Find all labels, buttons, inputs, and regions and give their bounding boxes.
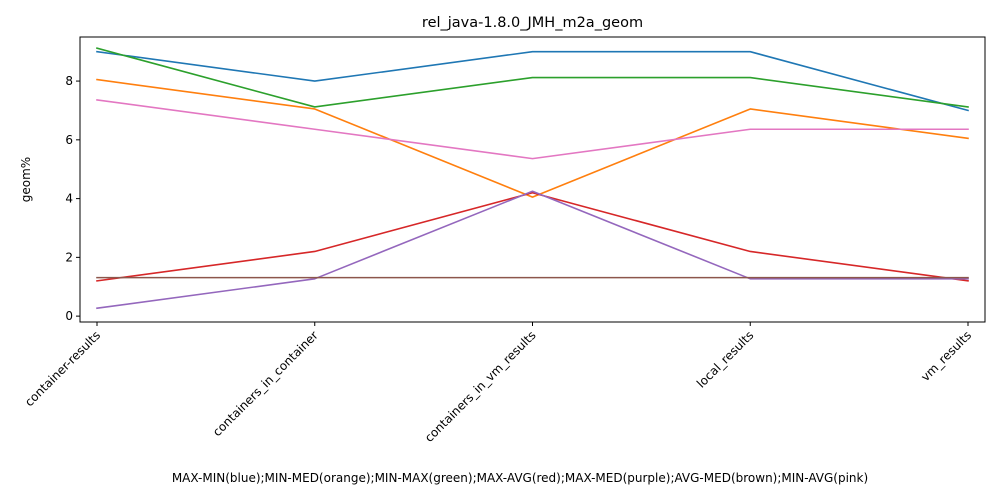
series-line-6: [96, 98, 969, 160]
y-axis: 0 2 4 6 8: [65, 74, 80, 323]
y-axis-label: geom%: [19, 157, 33, 202]
y-tick-label: 8: [65, 74, 73, 88]
x-tick-label: local_results: [694, 328, 756, 390]
x-tick-label: containers_in_vm_results: [422, 328, 539, 445]
y-tick-label: 4: [65, 192, 73, 206]
series-line-3: [96, 191, 969, 282]
series-line-2: [96, 47, 969, 108]
x-axis-label: MAX-MIN(blue);MIN-MED(orange);MIN-MAX(gr…: [172, 471, 868, 485]
series-line-4: [96, 190, 969, 310]
y-tick-label: 2: [65, 250, 73, 264]
y-tick-label: 6: [65, 133, 73, 147]
y-tick-label: 0: [65, 309, 73, 323]
series-line-0: [96, 50, 969, 112]
x-tick-label: containers_in_container: [210, 328, 321, 439]
series-line-1: [96, 78, 969, 198]
series-layer: [96, 47, 969, 310]
x-tick-label: container-results: [22, 328, 103, 409]
chart-title: rel_java-1.8.0_JMH_m2a_geom: [422, 15, 643, 31]
x-axis: container-results containers_in_container…: [22, 322, 974, 445]
x-tick-label: vm_results: [918, 328, 974, 384]
